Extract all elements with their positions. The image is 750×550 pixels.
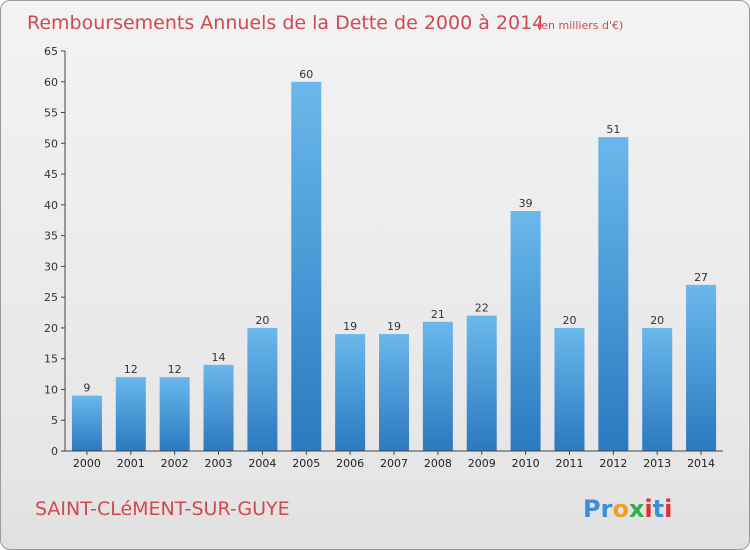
y-tick-label: 5 (51, 414, 58, 427)
x-tick-label: 2011 (555, 457, 583, 470)
x-axis: 2000 2001 2002 2003 2004 2005 2006 2007 2008 2009… (65, 450, 723, 470)
bar-2010 (510, 211, 541, 451)
chart-unit-note: (en milliers d'€) (537, 19, 623, 32)
y-tick-label: 30 (44, 260, 58, 273)
x-tick-label: 2014 (687, 457, 715, 470)
bar-2012 (598, 137, 629, 451)
x-tick-label: 2010 (512, 457, 540, 470)
data-label-2006: 19 (343, 320, 357, 333)
data-label-2003: 14 (212, 351, 226, 364)
data-label-2007: 19 (387, 320, 401, 333)
y-tick-label: 55 (44, 107, 58, 120)
x-tick-label: 2007 (380, 457, 408, 470)
data-label-2000: 9 (83, 382, 90, 395)
data-label-2011: 20 (562, 314, 576, 327)
logo-letter: o (612, 495, 629, 523)
y-tick-label: 60 (44, 76, 58, 89)
y-tick-label: 0 (51, 445, 58, 458)
x-tick-label: 2001 (117, 457, 145, 470)
bar-2005 (291, 81, 322, 452)
x-tick-label: 2006 (336, 457, 364, 470)
bars: 9 12 12 14 20 60 19 19 21 22 39 20 51 20 27 (71, 68, 717, 452)
bar-2014 (686, 284, 717, 451)
logo-letter: i (664, 495, 672, 523)
y-tick-label: 65 (44, 45, 58, 58)
data-label-2010: 39 (519, 197, 533, 210)
logo-letter: x (629, 495, 645, 523)
commune-name: SAINT-CLéMENT-SUR-GUYE (35, 498, 290, 520)
logo-letter: t (653, 495, 664, 523)
y-tick-label: 15 (44, 353, 58, 366)
data-label-2004: 20 (255, 314, 269, 327)
y-tick-label: 10 (44, 383, 58, 396)
logo-letter: r (601, 495, 613, 523)
x-tick-label: 2000 (73, 457, 101, 470)
y-tick-label: 50 (44, 137, 58, 150)
bar-2011 (554, 327, 585, 451)
x-tick-label: 2004 (248, 457, 276, 470)
x-tick-label: 2013 (643, 457, 671, 470)
bar-2009 (466, 315, 497, 451)
bar-2008 (422, 321, 453, 451)
y-axis: 0 5 10 15 20 25 30 35 40 45 50 55 60 65 (44, 45, 66, 458)
data-label-2009: 22 (475, 302, 489, 315)
x-tick-label: 2002 (161, 457, 189, 470)
bar-2006 (335, 334, 366, 451)
y-tick-label: 35 (44, 230, 58, 243)
bar-2013 (642, 327, 673, 451)
bar-2004 (247, 327, 278, 451)
logo-letter: i (644, 495, 652, 523)
proxiti-logo: Proxiti (583, 495, 672, 523)
data-label-2012: 51 (606, 123, 620, 136)
data-label-2001: 12 (124, 363, 138, 376)
bar-2002 (159, 377, 190, 451)
x-tick-label: 2009 (468, 457, 496, 470)
x-tick-label: 2008 (424, 457, 452, 470)
data-label-2014: 27 (694, 271, 708, 284)
bar-2003 (203, 364, 234, 451)
bar-2007 (379, 334, 409, 451)
chart-title: Remboursements Annuels de la Dette de 20… (27, 12, 544, 34)
data-label-2005: 60 (299, 68, 313, 81)
data-label-2002: 12 (168, 363, 182, 376)
bar-2001 (115, 377, 146, 451)
y-tick-label: 20 (44, 322, 58, 335)
x-tick-label: 2003 (205, 457, 233, 470)
x-tick-label: 2005 (292, 457, 320, 470)
data-label-2013: 20 (650, 314, 664, 327)
data-label-2008: 21 (431, 308, 445, 321)
logo-letter: P (583, 495, 601, 523)
y-tick-label: 45 (44, 168, 58, 181)
y-tick-label: 40 (44, 199, 58, 212)
x-tick-label: 2012 (599, 457, 627, 470)
bar-2000 (71, 395, 102, 451)
y-tick-label: 25 (44, 291, 58, 304)
